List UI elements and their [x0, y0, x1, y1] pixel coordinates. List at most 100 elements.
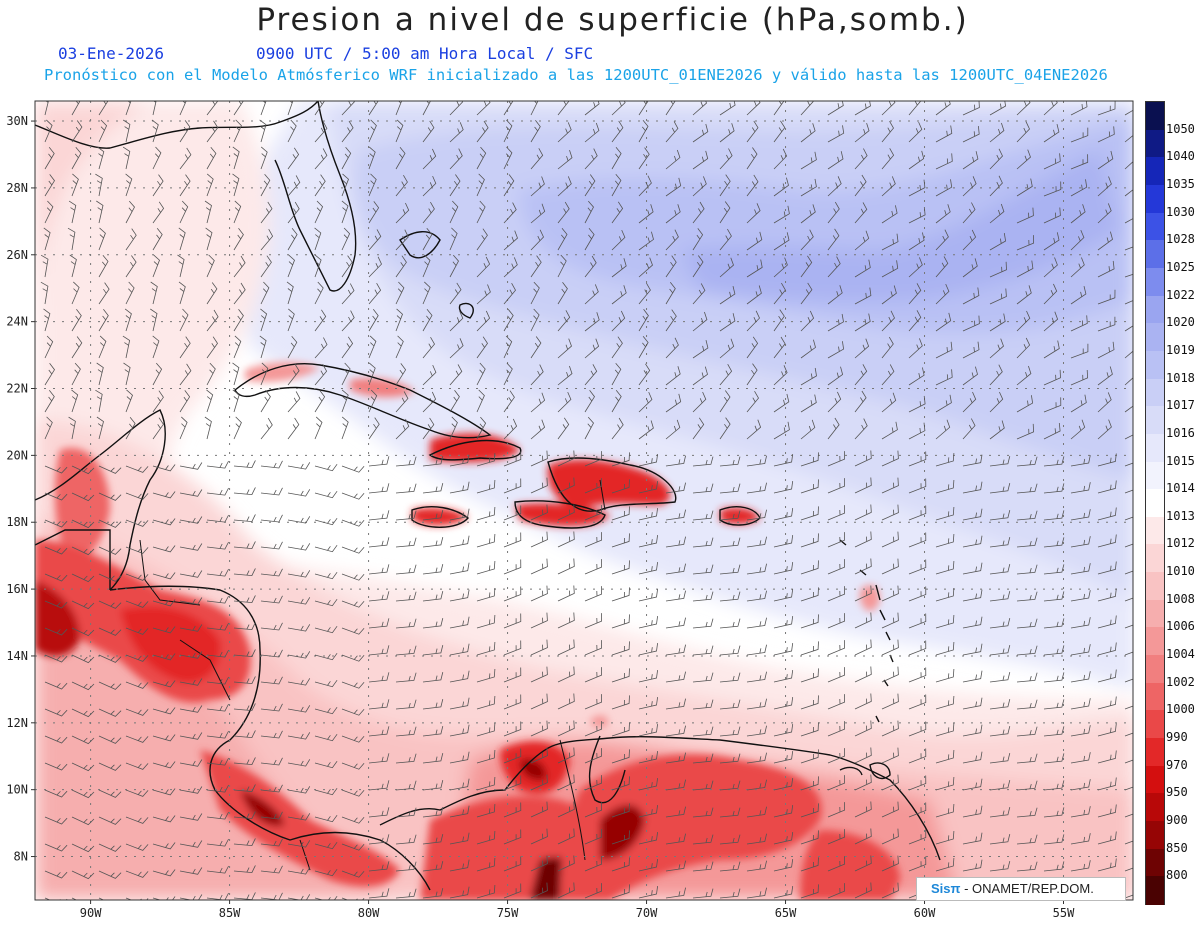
wind-barb — [341, 816, 365, 824]
wind-barb — [71, 389, 79, 413]
wind-barb — [773, 562, 794, 575]
wind-barb — [422, 564, 444, 575]
wind-barb — [962, 508, 983, 521]
wind-barb — [150, 281, 158, 305]
wind-barb — [908, 150, 925, 170]
wind-barb — [1043, 181, 1062, 197]
wind-barb — [233, 514, 256, 523]
wind-barb — [584, 694, 603, 710]
wind-barb — [719, 537, 741, 548]
wind-barb — [233, 541, 256, 550]
wind-barb — [368, 119, 377, 143]
forecast-date: 03-Ene-2026 — [58, 44, 164, 63]
wind-barb — [854, 174, 867, 197]
wind-barb — [557, 747, 575, 764]
wind-barb — [1124, 786, 1133, 791]
wind-barb — [773, 309, 785, 332]
wind-barb — [152, 653, 176, 661]
wind-barb — [773, 101, 785, 116]
wind-barb — [962, 562, 983, 575]
wind-barb — [1016, 510, 1038, 521]
wind-barb — [584, 640, 603, 656]
wind-barb — [719, 834, 741, 845]
wind-barb — [638, 805, 658, 818]
wind-barb — [611, 641, 630, 656]
wind-barb — [1124, 246, 1133, 251]
wind-barb — [422, 888, 444, 899]
wind-barb — [665, 419, 681, 440]
wind-barb — [638, 616, 658, 629]
wind-barb — [557, 338, 572, 359]
wind-barb — [503, 721, 522, 737]
wind-barb — [530, 774, 548, 791]
wind-barb — [719, 618, 741, 629]
wind-barb — [1070, 229, 1085, 251]
legend-label: 1010 — [1166, 564, 1195, 579]
wind-barb — [989, 672, 1011, 683]
wind-barb — [827, 640, 846, 656]
wind-barb — [989, 834, 1011, 845]
wind-barb — [935, 204, 951, 224]
wind-barb — [962, 258, 978, 278]
wind-barb — [854, 828, 872, 845]
wind-barb — [152, 788, 176, 796]
wind-barb — [1124, 516, 1133, 521]
wind-barb — [881, 720, 899, 737]
wind-barb — [719, 101, 736, 116]
wind-barb — [719, 726, 741, 737]
wind-barb — [665, 255, 677, 278]
wind-barb — [98, 681, 122, 690]
wind-barb — [206, 595, 229, 604]
wind-barb — [530, 693, 548, 710]
legend-label: 1004 — [1166, 647, 1195, 662]
wind-barb — [476, 228, 488, 251]
wind-barb — [476, 284, 491, 305]
wind-barb — [1097, 289, 1116, 305]
legend-swatch — [1146, 682, 1164, 711]
wind-barb — [1016, 834, 1038, 845]
wind-barb — [800, 695, 819, 710]
wind-barb — [476, 452, 496, 467]
wind-barb — [557, 254, 567, 278]
wind-barb — [125, 519, 149, 527]
wind-barb — [719, 456, 741, 467]
wind-barb — [449, 832, 470, 845]
legend-swatch — [1146, 655, 1164, 684]
wind-barb — [935, 830, 955, 845]
wind-barb — [368, 256, 382, 278]
wind-barb — [98, 335, 107, 359]
wind-barb — [260, 362, 269, 386]
wind-barb — [395, 591, 417, 602]
wind-barb — [773, 282, 786, 305]
lat-tick-label: 10N — [6, 783, 28, 797]
wind-barb — [800, 339, 816, 359]
wind-barb — [395, 618, 417, 629]
wind-barb — [44, 119, 53, 143]
wind-barb — [557, 639, 575, 656]
wind-barb — [962, 805, 983, 818]
wind-barb — [530, 720, 548, 737]
wind-barb — [206, 487, 229, 496]
wind-barb — [395, 335, 404, 359]
wind-barb — [152, 464, 176, 472]
wind-barb — [719, 364, 733, 386]
wind-barb — [1070, 455, 1091, 467]
wind-barb — [665, 482, 686, 494]
lat-tick-label: 24N — [6, 315, 28, 329]
wind-barb — [286, 281, 294, 305]
wind-barb — [179, 651, 203, 659]
wind-barb — [665, 752, 686, 764]
wind-barb — [692, 618, 714, 629]
wind-barb — [395, 699, 417, 710]
wind-barb — [476, 256, 491, 278]
wind-barb — [989, 753, 1011, 764]
wind-barb — [206, 254, 215, 278]
wind-barb — [287, 363, 300, 386]
lat-tick-label: 14N — [6, 649, 28, 663]
wind-barb — [584, 312, 600, 332]
wind-barb — [179, 840, 203, 848]
wind-barb — [962, 341, 980, 359]
wind-barb — [746, 752, 767, 764]
wind-barb — [881, 855, 899, 872]
wind-barb — [530, 612, 548, 629]
